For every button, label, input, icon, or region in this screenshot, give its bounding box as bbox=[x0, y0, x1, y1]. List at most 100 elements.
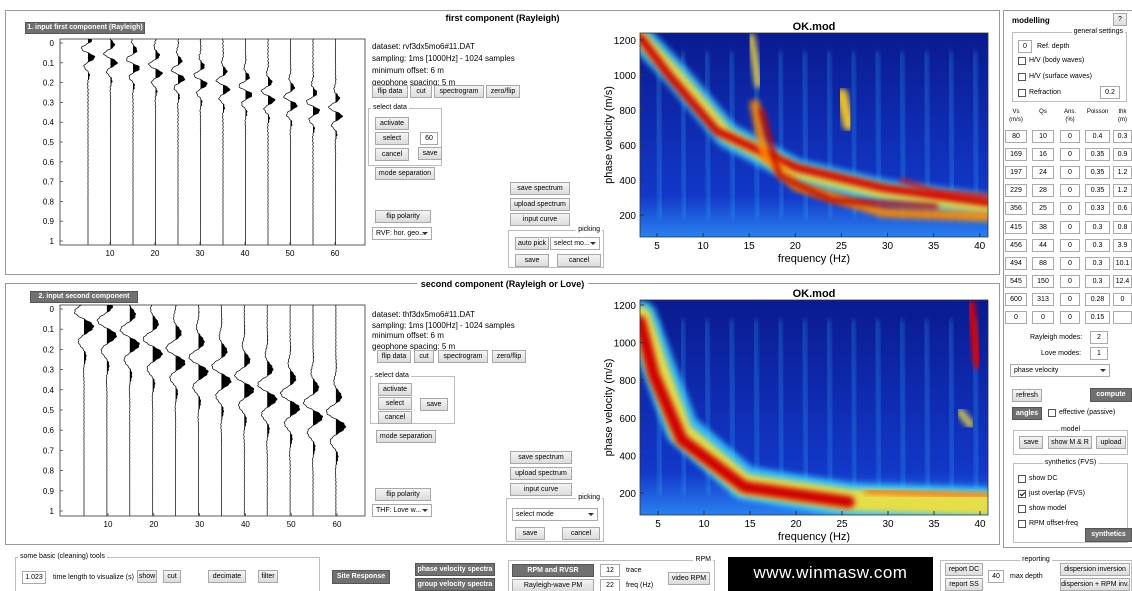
input-button[interactable]: 1. input first component (Rayleigh) bbox=[25, 22, 145, 34]
table-cell[interactable]: 0.28 bbox=[1085, 293, 1110, 306]
table-cell[interactable]: 1.2 bbox=[1113, 166, 1132, 179]
table-cell[interactable]: 0 bbox=[1060, 130, 1080, 143]
table-cell[interactable]: 0.4 bbox=[1085, 130, 1110, 143]
button[interactable]: spectrogram bbox=[438, 350, 488, 363]
checkbox[interactable] bbox=[1018, 89, 1026, 97]
button[interactable]: cancel bbox=[557, 254, 601, 267]
button[interactable]: input curve bbox=[510, 483, 572, 496]
button[interactable]: group velocity spectra bbox=[415, 578, 495, 591]
table-cell[interactable]: 16 bbox=[1032, 148, 1054, 161]
table-cell[interactable]: 0 bbox=[1060, 202, 1080, 215]
input-box[interactable]: 0 bbox=[1018, 40, 1032, 53]
table-cell[interactable]: 0 bbox=[1060, 293, 1080, 306]
table-cell[interactable]: 169 bbox=[1005, 148, 1027, 161]
button[interactable]: show M & R bbox=[1048, 436, 1092, 449]
button[interactable]: refresh bbox=[1012, 389, 1042, 402]
input-button[interactable]: 2. input second component bbox=[30, 291, 138, 303]
table-cell[interactable]: 24 bbox=[1032, 166, 1054, 179]
button[interactable]: spectrogram bbox=[434, 85, 484, 98]
dropdown[interactable]: RVF: hor. geo... bbox=[372, 227, 432, 240]
table-cell[interactable]: 88 bbox=[1032, 257, 1054, 270]
button[interactable]: mode separation bbox=[376, 430, 436, 443]
button[interactable]: mode separation bbox=[375, 167, 435, 180]
table-cell[interactable]: 0 bbox=[1060, 257, 1080, 270]
button[interactable]: compute bbox=[1090, 388, 1132, 402]
button[interactable]: save spectrum bbox=[510, 451, 572, 464]
input-box[interactable]: 1 bbox=[1090, 347, 1108, 360]
table-cell[interactable]: 38 bbox=[1032, 221, 1054, 234]
button[interactable]: report DC bbox=[945, 563, 983, 576]
table-cell[interactable]: 28 bbox=[1032, 184, 1054, 197]
button[interactable]: activate bbox=[375, 117, 409, 130]
button[interactable]: upload spectrum bbox=[510, 198, 570, 211]
button[interactable]: save bbox=[515, 527, 545, 540]
table-cell[interactable]: 44 bbox=[1032, 239, 1054, 252]
checkbox[interactable] bbox=[1018, 73, 1026, 81]
button[interactable]: activate bbox=[378, 383, 412, 396]
table-cell[interactable]: 0 bbox=[1032, 311, 1054, 324]
table-cell[interactable]: 12.4 bbox=[1113, 275, 1132, 288]
input-box[interactable]: 1.023 bbox=[22, 571, 46, 584]
input-box[interactable]: 12 bbox=[600, 564, 620, 577]
table-cell[interactable]: 0.33 bbox=[1085, 202, 1110, 215]
table-cell[interactable]: 0.35 bbox=[1085, 148, 1110, 161]
table-cell[interactable]: 0 bbox=[1060, 184, 1080, 197]
button[interactable]: cancel bbox=[375, 148, 409, 161]
button[interactable]: synthetics bbox=[1085, 528, 1132, 542]
table-cell[interactable]: 0.3 bbox=[1085, 239, 1110, 252]
button[interactable]: cut bbox=[414, 350, 434, 363]
input-box[interactable]: 60 bbox=[420, 132, 438, 145]
table-cell[interactable]: 0 bbox=[1060, 166, 1080, 179]
table-cell[interactable]: 0 bbox=[1005, 311, 1027, 324]
table-cell[interactable]: 3.9 bbox=[1113, 239, 1132, 252]
button[interactable]: decimate bbox=[208, 570, 246, 583]
button[interactable]: cancel bbox=[562, 527, 600, 540]
button[interactable]: flip polarity bbox=[375, 210, 431, 223]
table-cell[interactable]: 10.1 bbox=[1113, 257, 1132, 270]
table-cell[interactable]: 0 bbox=[1060, 148, 1080, 161]
button[interactable]: show bbox=[137, 570, 157, 583]
checkbox[interactable] bbox=[1018, 57, 1026, 65]
button[interactable]: filter bbox=[258, 570, 278, 583]
table-cell[interactable]: 0 bbox=[1060, 239, 1080, 252]
button[interactable]: video RPM bbox=[668, 572, 710, 585]
table-cell[interactable]: 25 bbox=[1032, 202, 1054, 215]
button[interactable]: dispersion inversion bbox=[1060, 563, 1130, 576]
input-box[interactable]: 22 bbox=[600, 579, 620, 591]
dropdown[interactable]: select mode bbox=[512, 508, 598, 521]
dropdown[interactable]: THF: Love w... bbox=[372, 504, 432, 517]
checkbox[interactable] bbox=[1048, 409, 1056, 417]
table-cell[interactable]: 229 bbox=[1005, 184, 1027, 197]
table-cell[interactable]: 197 bbox=[1005, 166, 1027, 179]
input-box[interactable]: 40 bbox=[988, 570, 1004, 583]
table-cell[interactable]: 1.2 bbox=[1113, 184, 1132, 197]
table-cell[interactable]: 313 bbox=[1032, 293, 1054, 306]
button[interactable]: input curve bbox=[510, 213, 570, 226]
button[interactable]: zero/flip bbox=[486, 85, 520, 98]
button[interactable]: dispersion + RPM inv. bbox=[1060, 578, 1130, 591]
button[interactable]: cancel bbox=[378, 411, 412, 424]
button[interactable]: upload bbox=[1096, 436, 1126, 449]
button[interactable]: Rayleigh-wave PM bbox=[512, 579, 594, 591]
table-cell[interactable]: 600 bbox=[1005, 293, 1027, 306]
table-cell[interactable]: 0.35 bbox=[1085, 166, 1110, 179]
button[interactable]: select bbox=[378, 397, 412, 410]
help-button[interactable]: ? bbox=[1113, 13, 1127, 26]
button[interactable]: zero/flip bbox=[492, 350, 526, 363]
table-cell[interactable]: 0 bbox=[1060, 275, 1080, 288]
table-cell[interactable]: 0 bbox=[1060, 221, 1080, 234]
button[interactable]: save bbox=[515, 254, 549, 267]
button[interactable]: save bbox=[418, 147, 442, 160]
input-box[interactable]: 2 bbox=[1090, 331, 1108, 344]
button[interactable]: upload spectrum bbox=[510, 467, 572, 480]
table-cell[interactable]: 10 bbox=[1032, 130, 1054, 143]
table-cell[interactable] bbox=[1113, 311, 1132, 324]
dropdown[interactable]: select mo... bbox=[550, 237, 600, 250]
button[interactable]: auto pick bbox=[515, 237, 549, 250]
checkbox[interactable] bbox=[1018, 475, 1026, 483]
table-cell[interactable]: 356 bbox=[1005, 202, 1027, 215]
button[interactable]: flip data bbox=[377, 350, 411, 363]
button[interactable]: cut bbox=[163, 570, 181, 583]
table-cell[interactable]: 0.6 bbox=[1113, 202, 1132, 215]
button[interactable]: save spectrum bbox=[510, 182, 570, 195]
